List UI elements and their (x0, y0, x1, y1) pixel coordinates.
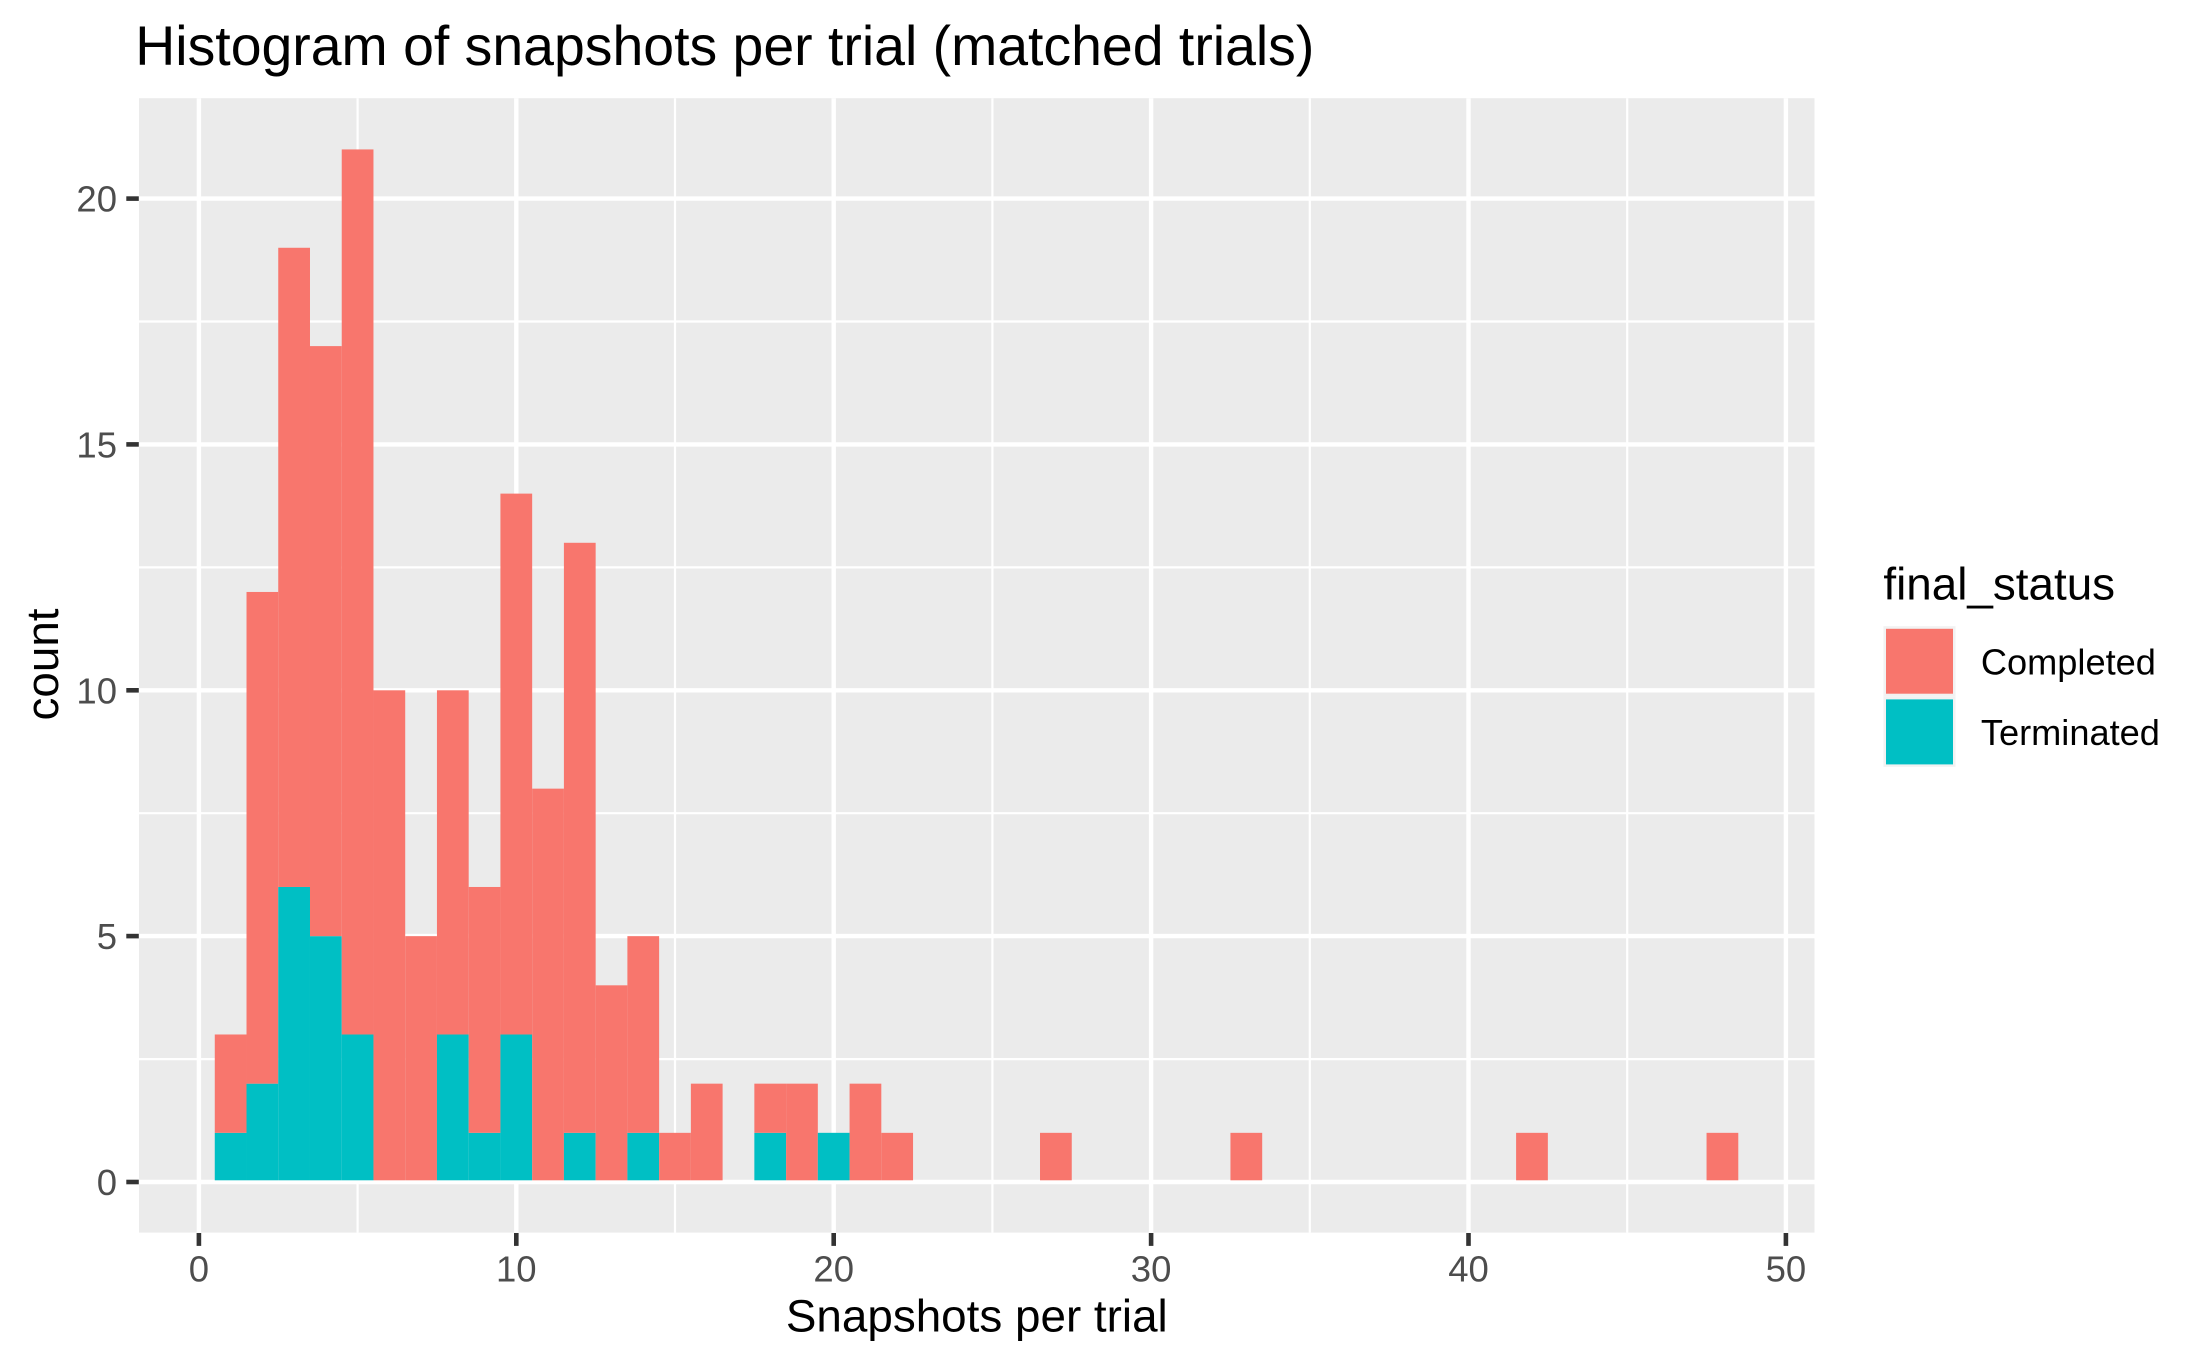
svg-text:40: 40 (1448, 1249, 1489, 1290)
svg-text:20: 20 (76, 179, 117, 220)
svg-text:10: 10 (496, 1249, 537, 1290)
svg-text:Completed: Completed (1981, 642, 2156, 683)
svg-text:10: 10 (76, 670, 117, 711)
svg-text:30: 30 (1131, 1249, 1172, 1290)
svg-text:Histogram of snapshots per tri: Histogram of snapshots per trial (matche… (135, 15, 1314, 77)
svg-text:Terminated: Terminated (1981, 712, 2160, 753)
svg-text:0: 0 (97, 1162, 117, 1203)
svg-text:20: 20 (813, 1249, 854, 1290)
svg-text:5: 5 (97, 916, 117, 957)
svg-text:final_status: final_status (1883, 559, 2115, 610)
svg-text:50: 50 (1766, 1249, 1807, 1290)
svg-text:count: count (17, 608, 68, 720)
svg-text:Snapshots per trial: Snapshots per trial (786, 1290, 1168, 1341)
svg-text:15: 15 (76, 425, 117, 466)
svg-text:0: 0 (189, 1249, 209, 1290)
